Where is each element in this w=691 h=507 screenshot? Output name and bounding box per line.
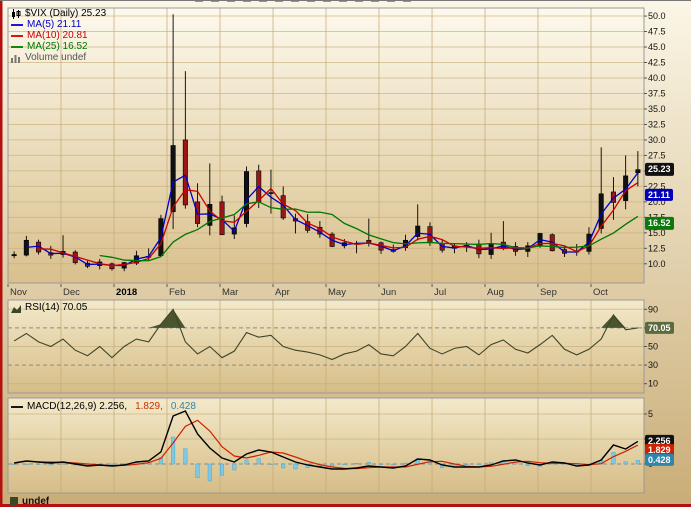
svg-text:Apr: Apr	[275, 287, 290, 298]
axis-tick-label: 10	[648, 379, 658, 389]
axis-tick-label: 20.0	[648, 197, 666, 207]
price-badge: 0.428	[645, 453, 674, 466]
legend-label: 1.829,	[135, 401, 163, 412]
left-edge-border	[0, 0, 3, 507]
legend-label: MA(25) 16.52	[27, 41, 88, 52]
axis-tick-label: 50.0	[648, 11, 666, 21]
axis-tick-label: 27.5	[648, 150, 666, 160]
macd-legend: MACD(12,26,9) 2.256, 1.829, 0.428	[11, 401, 200, 412]
axis-tick-label: 30	[648, 360, 658, 370]
month-gridlines	[60, 8, 592, 493]
legend-label: 0.428	[170, 401, 196, 412]
indicator-label-partial: undef	[22, 496, 50, 505]
rsi-overbought-fill	[14, 309, 638, 328]
price-badge: 25.23	[645, 163, 674, 176]
rsi-legend: RSI(14) 70.05	[11, 302, 87, 313]
rsi-line	[13, 308, 638, 361]
line-swatch-icon	[11, 31, 23, 41]
cut-off-indicator-legend: undef	[10, 496, 49, 505]
axis-tick-label: 15.0	[648, 228, 666, 238]
legend-label: $VIX (Daily) 25.23	[25, 8, 107, 19]
legend-label: Volume undef	[25, 52, 87, 63]
axis-tick-label: 22.5	[648, 181, 666, 191]
area-icon	[11, 303, 21, 313]
svg-text:Sep: Sep	[540, 287, 557, 298]
ma-10-line	[38, 182, 639, 267]
x-axis-month-labels: Nov Dec 2018 Feb Mar Apr May Jun Jul Aug Sep Oct	[7, 284, 608, 298]
macd-signal-line	[38, 419, 639, 470]
axis-tick-label: 32.5	[648, 119, 666, 129]
indicator-icon	[10, 497, 18, 505]
svg-text:May: May	[328, 287, 346, 298]
line-swatch-icon	[11, 20, 23, 30]
price-badge: 16.52	[645, 217, 674, 230]
main-chart-legend: $VIX (Daily) 25.23 MA(5) 21.11 MA(10) 20.8…	[11, 8, 106, 63]
axis-tick-label: 47.5	[648, 27, 666, 37]
axis-tick-label: 35.0	[648, 104, 666, 114]
svg-text:2018: 2018	[116, 287, 137, 298]
axis-tick-label: 10.0	[648, 259, 666, 269]
line-swatch-icon	[11, 42, 23, 52]
legend-label: MA(5) 21.11	[27, 19, 82, 30]
axis-tick-label: 50	[648, 342, 658, 352]
price-badge: 1.829	[645, 444, 674, 457]
macd-line	[14, 410, 639, 470]
svg-text:Oct: Oct	[593, 287, 608, 298]
macd-panel-border	[7, 397, 645, 494]
axis-tick-label: 37.5	[648, 88, 666, 98]
legend-item: MA(10) 20.81	[11, 30, 106, 41]
svg-text:Dec: Dec	[63, 287, 80, 298]
legend-item: MA(5) 21.11	[11, 19, 106, 30]
main-panel-border	[7, 7, 645, 284]
legend-item: MA(25) 16.52	[11, 41, 106, 52]
axis-tick-label: 42.5	[648, 58, 666, 68]
legend-item: Volume undef	[11, 52, 106, 63]
legend-label: MA(10) 20.81	[27, 30, 88, 41]
svg-text:Jun: Jun	[381, 287, 396, 298]
dashed-levels	[8, 327, 644, 465]
line-swatch-icon	[11, 402, 23, 412]
candlestick-icon	[11, 8, 21, 19]
legend-label: MACD(12,26,9) 2.256,	[27, 401, 128, 412]
legend-item: $VIX (Daily) 25.23	[11, 8, 106, 19]
svg-text:Aug: Aug	[487, 287, 504, 298]
ma-25-line	[99, 201, 639, 262]
axis-tick-label: 30.0	[648, 135, 666, 145]
svg-text:Nov: Nov	[10, 287, 27, 298]
bottom-edge-border	[0, 504, 691, 507]
legend-item: RSI(14) 70.05	[11, 302, 87, 313]
axis-tick-label: 45.0	[648, 42, 666, 52]
axis-tick-label: 90	[648, 304, 658, 314]
axis-tick-label: 12.5	[648, 243, 666, 253]
svg-text:Feb: Feb	[169, 287, 185, 298]
legend-label: RSI(14) 70.05	[25, 302, 88, 313]
axis-tick-label: 5	[648, 409, 653, 419]
svg-text:Jul: Jul	[434, 287, 446, 298]
price-badge: 21.11	[645, 188, 674, 202]
axis-tick-label: 40.0	[648, 73, 666, 83]
svg-text:Mar: Mar	[222, 287, 238, 298]
volume-bars-icon	[11, 53, 21, 63]
price-badge: 70.05	[645, 321, 674, 335]
legend-item: MACD(12,26,9) 2.256, 1.829, 0.428	[11, 401, 200, 412]
top-edge-border	[0, 0, 691, 1]
